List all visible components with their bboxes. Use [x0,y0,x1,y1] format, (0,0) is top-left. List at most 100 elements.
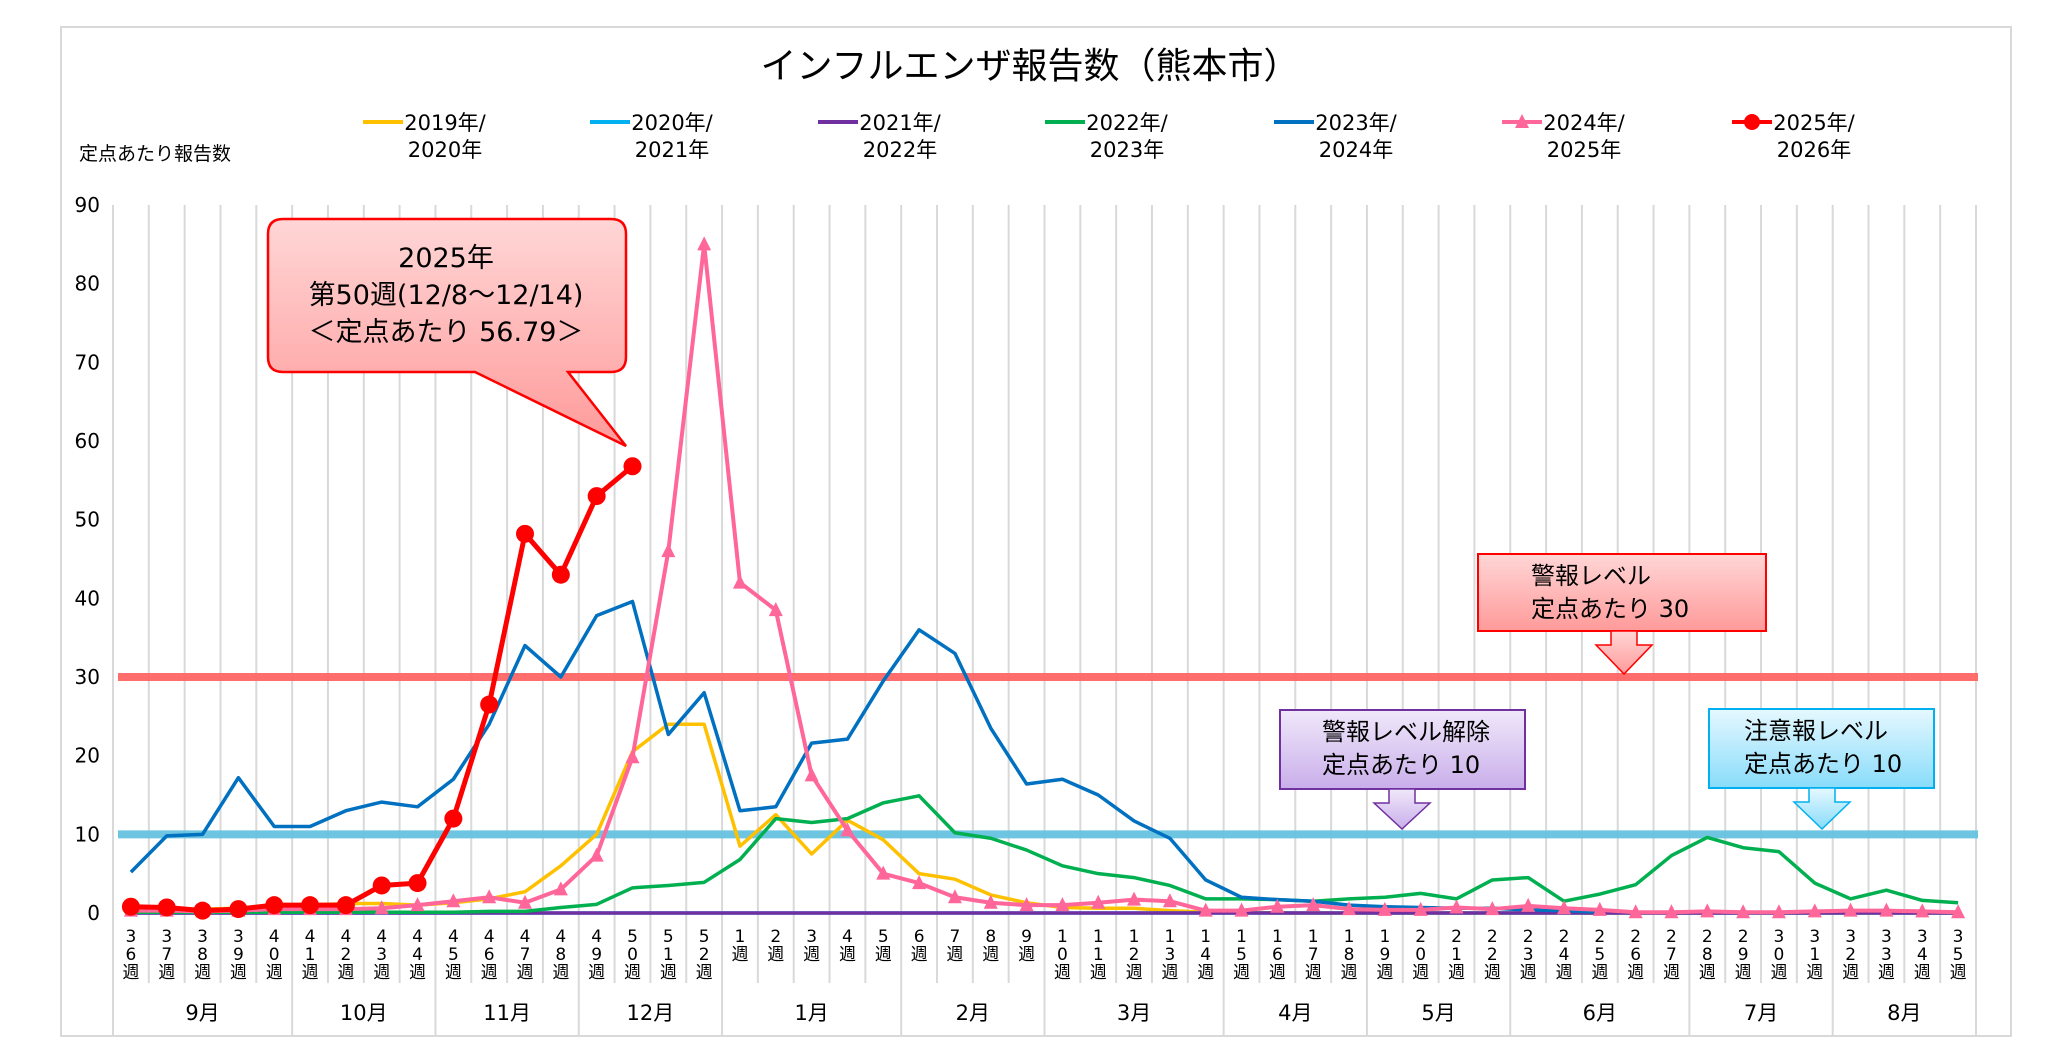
data-point [1843,902,1858,917]
data-point [1377,901,1392,916]
series-2025年/2026年 [121,457,642,920]
data-point [768,602,783,617]
data-point [229,900,248,919]
data-point [1306,897,1321,912]
y-tick-label: 70 [75,350,100,374]
label-text: 警報レベル解除 [1322,718,1490,746]
legend-label: 2022年/ [1086,111,1168,135]
data-point [661,543,676,558]
data-point [516,524,535,543]
y-tick-label: 60 [75,429,100,453]
data-point [446,893,461,908]
arrow-down-icon [1792,787,1852,831]
callout-bubble [266,217,628,448]
month-label: 4月 [1278,1001,1312,1025]
data-point [301,896,320,915]
legend-label: 2021年/ [859,111,941,135]
legend-label: 2023年/ [1315,111,1397,135]
legend-label: 2024年/ [1543,111,1625,135]
data-point [625,749,640,764]
month-label: 2月 [956,1001,990,1025]
arrow-down-icon [1372,788,1432,831]
data-point [1198,902,1213,917]
data-point [1951,904,1966,919]
data-point [1879,902,1894,917]
arrow-down-icon [1594,630,1654,676]
legend-item: 2025年/2026年 [1732,111,1856,162]
y-tick-label: 90 [75,193,100,217]
reference-lines [118,673,1978,839]
legend-marker [1515,114,1529,128]
data-point [1413,901,1428,916]
y-tick-label: 0 [87,901,100,925]
data-point [374,900,389,915]
label-text: 定点あたり 10 [1322,751,1480,779]
data-point [444,809,463,828]
data-point [121,897,140,916]
y-tick-label: 50 [75,508,100,532]
y-tick-label: 10 [75,822,100,846]
legend-item: 2024年/2025年 [1502,111,1626,162]
legend-label: 2020年 [408,138,482,162]
x-axis: 3 6 週 3 7 週 3 8 週 3 9 週 4 0 週 4 1 週 4 2 週 4 3 週 4 4 週 4 5 週 4 6 週 4 7 週 4 8 週 4… [112,927,1977,1036]
callout-text: 2025年 [398,243,494,274]
y-tick-label: 40 [75,586,100,610]
label-text: 警報レベル [1531,562,1651,590]
label-box [1708,708,1935,789]
data-point [551,565,570,584]
data-point [1521,897,1536,912]
data-point [518,894,533,909]
data-point [1162,893,1177,908]
data-point [157,898,176,917]
series-2023年/2024年 [129,599,1600,914]
month-label: 6月 [1583,1001,1617,1025]
data-point [876,865,891,880]
data-point [1700,903,1715,918]
data-point [410,897,425,912]
legend: 2019年/2020年 2020年/2021年 2021年/2022年 2022年/2… [363,111,1856,162]
data-point [1592,901,1607,916]
legend-item: 2022年/2023年 [1045,111,1169,162]
callout-text: ＜定点あたり 56.79＞ [309,317,584,348]
month-label: 12月 [627,1001,675,1025]
legend-label: 2020年/ [631,111,713,135]
legend-item: 2019年/2020年 [363,111,487,162]
legend-label: 2025年 [1547,138,1621,162]
legend-label: 2026年 [1777,138,1851,162]
data-point [372,876,391,895]
label-text: 定点あたり 30 [1531,595,1689,623]
series-line [129,599,1600,914]
